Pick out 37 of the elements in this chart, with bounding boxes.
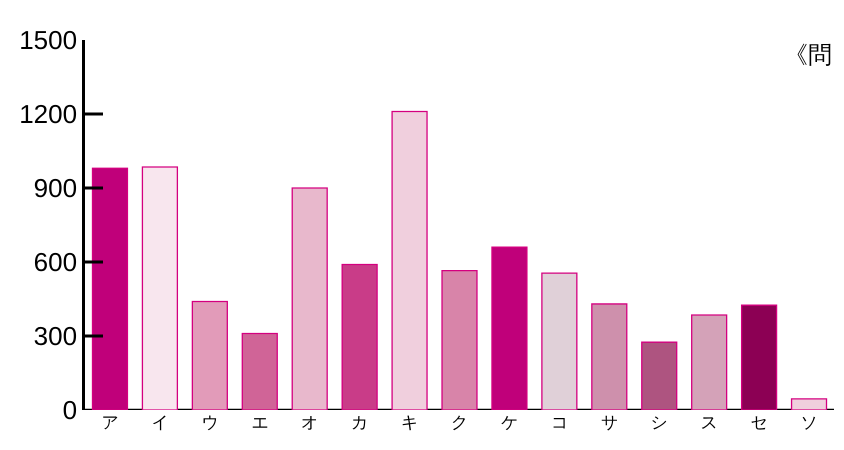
bar bbox=[92, 168, 128, 410]
y-tick-label: 600 bbox=[34, 247, 78, 278]
bar bbox=[342, 264, 378, 410]
x-tick-label: セ bbox=[750, 413, 768, 432]
bar bbox=[491, 246, 528, 410]
y-tick-label: 900 bbox=[34, 173, 78, 204]
x-tick-label: オ bbox=[301, 413, 318, 432]
x-tick-label: キ bbox=[401, 413, 418, 432]
bar bbox=[541, 272, 578, 410]
x-tick-label: ク bbox=[451, 413, 468, 432]
x-tick-label: ス bbox=[700, 413, 718, 432]
annotation: 《問 bbox=[784, 42, 832, 69]
bar bbox=[790, 398, 828, 410]
y-tick-label: 1200 bbox=[19, 99, 78, 130]
bar bbox=[391, 110, 428, 410]
x-tick-label: シ bbox=[650, 413, 668, 432]
x-tick-label: ア bbox=[101, 413, 118, 432]
x-tick-label: ケ bbox=[500, 413, 518, 432]
bar bbox=[242, 332, 278, 410]
bar bbox=[192, 300, 228, 410]
bar bbox=[292, 187, 328, 410]
bar bbox=[691, 314, 728, 410]
y-tick-label: 0 bbox=[62, 395, 78, 426]
x-tick-label: ソ bbox=[800, 413, 818, 432]
bar bbox=[591, 303, 628, 410]
x-tick-label: サ bbox=[600, 413, 618, 432]
x-tick-label: エ bbox=[251, 413, 268, 432]
x-tick-label: イ bbox=[151, 413, 168, 432]
x-tick-label: コ bbox=[550, 413, 568, 432]
y-tick-label: 300 bbox=[34, 321, 78, 352]
x-tick-label: カ bbox=[351, 413, 368, 432]
bar bbox=[641, 342, 678, 410]
x-tick-label: ウ bbox=[201, 413, 218, 432]
y-tick-label: 1500 bbox=[19, 25, 78, 56]
bar bbox=[740, 304, 778, 410]
bar bbox=[142, 166, 178, 410]
bar bbox=[441, 270, 478, 410]
